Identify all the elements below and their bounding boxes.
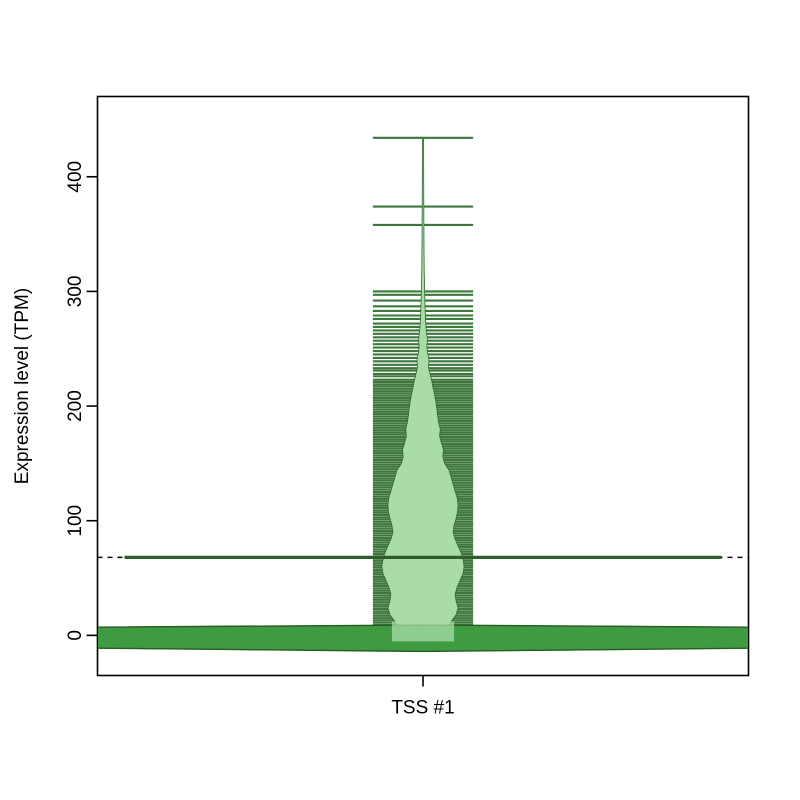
- x-tick-label: TSS #1: [391, 698, 454, 719]
- zero-bean-core: [391, 621, 455, 642]
- y-tick-label: 0: [65, 630, 86, 641]
- x-axis: TSS #1: [391, 675, 455, 719]
- y-axis-title: Expression level (TPM): [12, 288, 33, 484]
- y-tick-label: 200: [65, 390, 86, 422]
- y-tick-label: 300: [65, 276, 86, 308]
- y-tick-label: 100: [65, 505, 86, 537]
- y-tick-label: 400: [65, 161, 86, 193]
- y-axis: 0 100 200 300 400: [65, 161, 98, 641]
